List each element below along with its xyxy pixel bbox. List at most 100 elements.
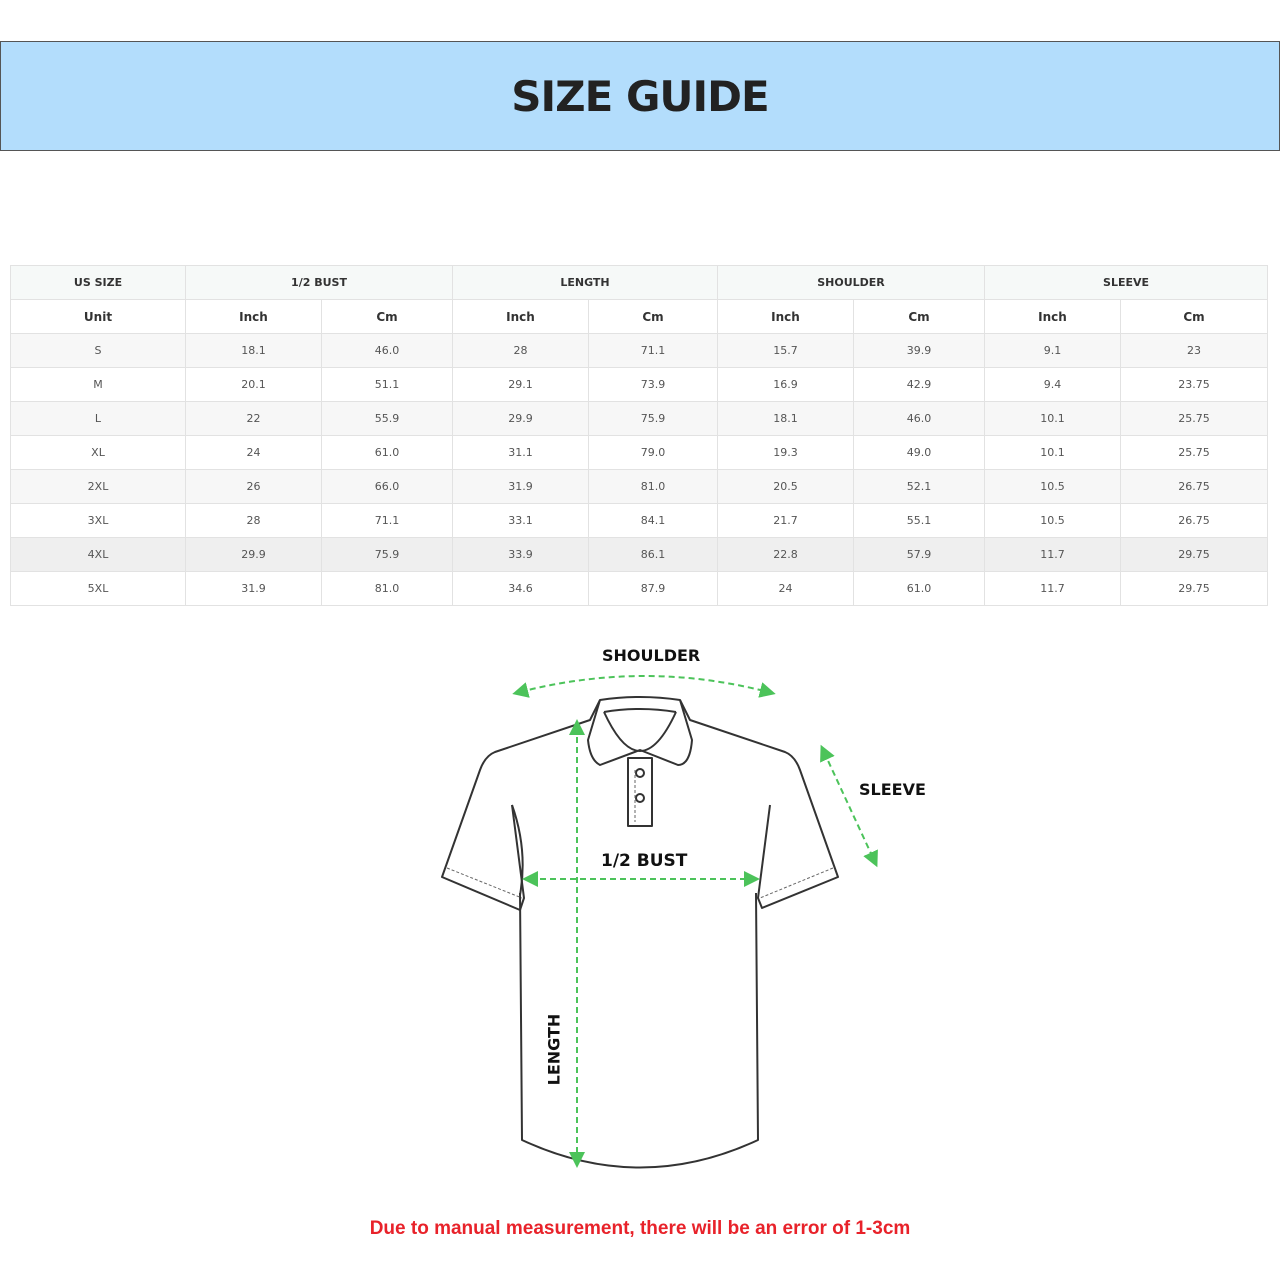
size-table: US SIZE 1/2 BUST LENGTH SHOULDER SLEEVE …: [10, 265, 1269, 606]
value-cell: 26.75: [1120, 503, 1269, 538]
table-row: M 20.1 51.1 29.1 73.9 16.9 42.9 9.4 23.75: [10, 367, 1269, 402]
value-cell: 10.5: [984, 503, 1122, 538]
value-cell: 28: [185, 503, 322, 538]
value-cell: 24: [717, 571, 854, 606]
sleeve-arrow: [820, 744, 878, 868]
unit-header: Cm: [1120, 299, 1269, 334]
group-header: LENGTH: [452, 265, 718, 300]
value-cell: 39.9: [852, 333, 986, 368]
title-banner: SIZE GUIDE: [0, 41, 1280, 151]
value-cell: 87.9: [588, 571, 718, 606]
value-cell: 75.9: [321, 537, 453, 572]
value-cell: 20.1: [185, 367, 322, 402]
group-header: 1/2 BUST: [185, 265, 453, 300]
length-label: LENGTH: [544, 1013, 564, 1086]
value-cell: 42.9: [852, 367, 986, 402]
value-cell: 25.75: [1120, 435, 1269, 470]
unit-header: Cm: [321, 299, 453, 334]
value-cell: 23.75: [1120, 367, 1269, 402]
value-cell: 24: [185, 435, 322, 470]
value-cell: 11.7: [984, 571, 1122, 606]
sleeve-label: SLEEVE: [859, 780, 926, 799]
size-cell: L: [10, 401, 186, 436]
value-cell: 46.0: [852, 401, 986, 436]
value-cell: 61.0: [321, 435, 453, 470]
value-cell: 51.1: [321, 367, 453, 402]
shoulder-label: SHOULDER: [602, 646, 701, 665]
value-cell: 31.1: [452, 435, 589, 470]
value-cell: 81.0: [588, 469, 718, 504]
group-header: US SIZE: [10, 265, 186, 300]
value-cell: 81.0: [321, 571, 453, 606]
value-cell: 19.3: [717, 435, 854, 470]
value-cell: 66.0: [321, 469, 453, 504]
value-cell: 84.1: [588, 503, 718, 538]
size-cell: 2XL: [10, 469, 186, 504]
value-cell: 86.1: [588, 537, 718, 572]
value-cell: 10.1: [984, 401, 1122, 436]
value-cell: 11.7: [984, 537, 1122, 572]
value-cell: 29.1: [452, 367, 589, 402]
value-cell: 20.5: [717, 469, 854, 504]
value-cell: 18.1: [185, 333, 322, 368]
shoulder-arrow: [512, 675, 776, 698]
value-cell: 10.1: [984, 435, 1122, 470]
value-cell: 10.5: [984, 469, 1122, 504]
size-cell: S: [10, 333, 186, 368]
value-cell: 26: [185, 469, 322, 504]
bust-label: 1/2 BUST: [601, 851, 688, 871]
group-header-row: US SIZE 1/2 BUST LENGTH SHOULDER SLEEVE: [10, 265, 1269, 300]
size-cell: 5XL: [10, 571, 186, 606]
value-cell: 55.9: [321, 401, 453, 436]
value-cell: 25.75: [1120, 401, 1269, 436]
unit-header: Inch: [717, 299, 854, 334]
shirt-outline-icon: [441, 696, 839, 1169]
value-cell: 22.8: [717, 537, 854, 572]
table-row: L 22 55.9 29.9 75.9 18.1 46.0 10.1 25.75: [10, 401, 1269, 436]
value-cell: 28: [452, 333, 589, 368]
value-cell: 61.0: [852, 571, 986, 606]
value-cell: 46.0: [321, 333, 453, 368]
size-cell: 4XL: [10, 537, 186, 572]
measurement-note: Due to manual measurement, there will be…: [369, 1218, 911, 1239]
unit-header: Inch: [452, 299, 589, 334]
value-cell: 9.4: [984, 367, 1122, 402]
unit-header: Unit: [10, 299, 186, 334]
group-header: SLEEVE: [984, 265, 1269, 300]
value-cell: 55.1: [852, 503, 986, 538]
table-row: XL 24 61.0 31.1 79.0 19.3 49.0 10.1 25.75: [10, 435, 1269, 470]
value-cell: 71.1: [588, 333, 718, 368]
group-header: SHOULDER: [716, 265, 986, 300]
value-cell: 18.1: [717, 401, 854, 436]
size-cell: M: [10, 367, 186, 402]
value-cell: 31.9: [185, 571, 322, 606]
value-cell: 15.7: [717, 333, 854, 368]
unit-header: Cm: [588, 299, 718, 334]
unit-header-row: Unit Inch Cm Inch Cm Inch Cm Inch Cm: [10, 299, 1269, 334]
value-cell: 9.1: [984, 333, 1122, 368]
value-cell: 29.9: [185, 537, 322, 572]
value-cell: 29.75: [1120, 537, 1269, 572]
table-row: S 18.1 46.0 28 71.1 15.7 39.9 9.1 23: [10, 333, 1269, 368]
value-cell: 22: [185, 401, 322, 436]
value-cell: 34.6: [452, 571, 589, 606]
value-cell: 26.75: [1120, 469, 1269, 504]
value-cell: 16.9: [717, 367, 854, 402]
value-cell: 21.7: [717, 503, 854, 538]
size-cell: XL: [10, 435, 186, 470]
table-row: 4XL 29.9 75.9 33.9 86.1 22.8 57.9 11.7 29.75: [10, 537, 1269, 572]
value-cell: 33.9: [452, 537, 589, 572]
polo-shirt-diagram: [441, 675, 878, 1169]
value-cell: 49.0: [852, 435, 986, 470]
value-cell: 71.1: [321, 503, 453, 538]
unit-header: Cm: [852, 299, 986, 334]
value-cell: 52.1: [852, 469, 986, 504]
table-row: 3XL 28 71.1 33.1 84.1 21.7 55.1 10.5 26.75: [10, 503, 1269, 538]
table-row: 5XL 31.9 81.0 34.6 87.9 24 61.0 11.7 29.75: [10, 571, 1269, 606]
value-cell: 31.9: [452, 469, 589, 504]
value-cell: 79.0: [588, 435, 718, 470]
value-cell: 29.75: [1120, 571, 1269, 606]
value-cell: 73.9: [588, 367, 718, 402]
unit-header: Inch: [984, 299, 1122, 334]
value-cell: 57.9: [852, 537, 986, 572]
